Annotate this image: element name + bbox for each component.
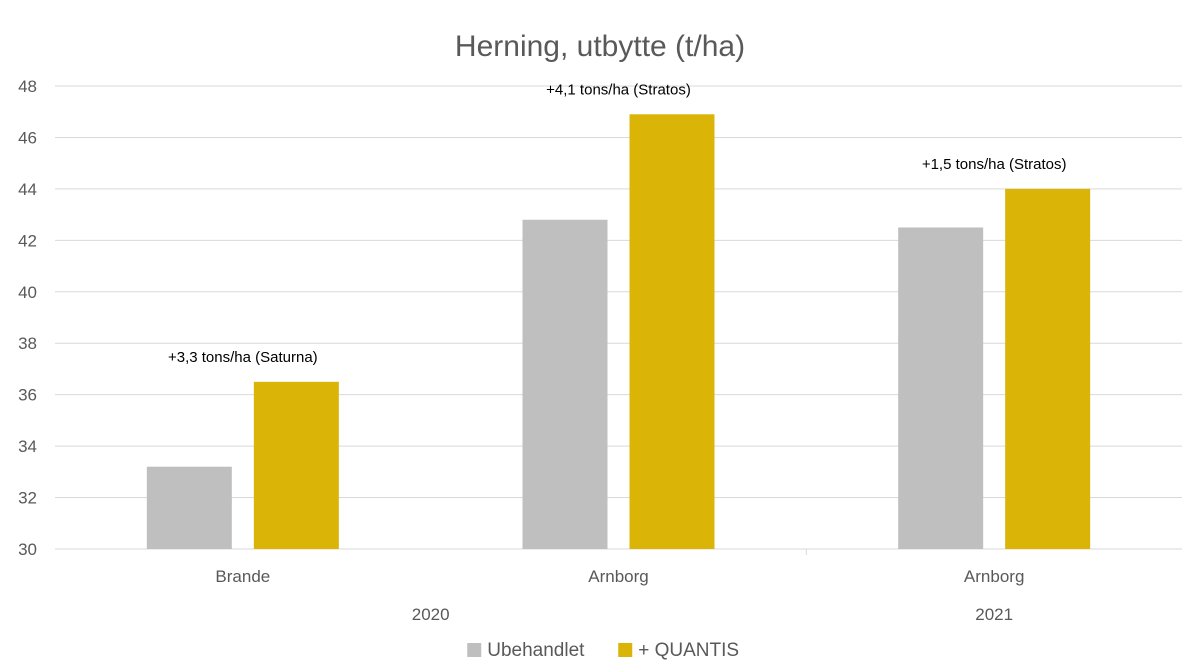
data-label: +1,5 tons/ha (Stratos)	[922, 156, 1067, 173]
bar-ubehandlet	[522, 219, 608, 549]
y-tick-label: 38	[18, 334, 37, 353]
x-group-label: 2021	[975, 605, 1013, 624]
y-tick-label: 36	[18, 386, 37, 405]
y-tick-label: 30	[18, 540, 37, 559]
y-tick-label: 44	[18, 180, 37, 199]
legend-label: Ubehandlet	[487, 640, 585, 661]
bars	[146, 114, 1091, 550]
bar-quantis	[253, 381, 339, 549]
y-tick-label: 34	[18, 437, 37, 456]
x-tick-label: Arnborg	[964, 567, 1024, 586]
y-tick-label: 48	[18, 77, 37, 96]
legend-swatch	[467, 643, 482, 657]
x-group-label: 2020	[412, 605, 450, 624]
y-tick-label: 46	[18, 128, 37, 147]
x-tick-label: Arnborg	[588, 567, 648, 586]
gridlines	[55, 85, 1182, 550]
bar-quantis	[1005, 188, 1091, 549]
chart-title: Herning, utbytte (t/ha)	[455, 30, 745, 63]
bar-quantis	[629, 114, 715, 550]
data-label: +3,3 tons/ha (Saturna)	[168, 349, 318, 366]
y-tick-label: 32	[18, 489, 37, 508]
data-label: +4,1 tons/ha (Stratos)	[546, 81, 691, 98]
bar-ubehandlet	[898, 227, 984, 549]
legend-swatch	[618, 643, 633, 657]
y-tick-label: 40	[18, 283, 37, 302]
x-axis: Brande Arnborg Arnborg 2020 2021	[215, 549, 1024, 624]
y-axis: 30 32 34 36 38 40 42 44 46 48	[18, 77, 37, 559]
legend: Ubehandlet + QUANTIS	[467, 640, 739, 661]
x-tick-label: Brande	[215, 567, 270, 586]
y-tick-label: 42	[18, 231, 37, 250]
bar-ubehandlet	[146, 466, 232, 549]
legend-label: + QUANTIS	[638, 640, 739, 661]
bar-annotations: +3,3 tons/ha (Saturna) +4,1 tons/ha (Stra…	[168, 81, 1067, 366]
